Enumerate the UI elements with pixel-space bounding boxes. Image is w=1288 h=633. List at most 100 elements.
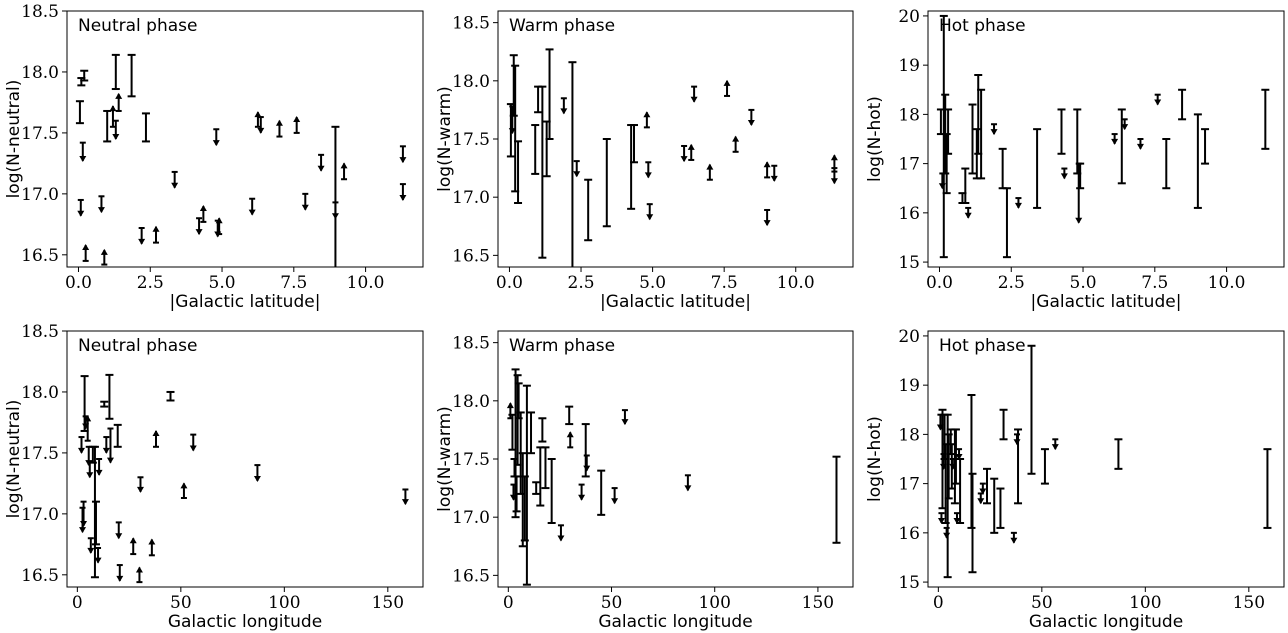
- x-tick-label: 150: [1233, 593, 1265, 613]
- errorbar-range: [982, 467, 991, 505]
- errorbar-range: [584, 178, 593, 242]
- errorbar-lower-limit: [566, 431, 574, 449]
- chart-panel-5: 0 50 100 150 16.5 17.0 17.5 18.0 18.5 Galactic lo…: [435, 330, 854, 632]
- down-arrow-head: [1014, 202, 1022, 209]
- down-arrow-head: [253, 475, 261, 482]
- errorbar-range: [1033, 128, 1042, 209]
- up-arrow-head: [84, 415, 92, 422]
- down-arrow-head: [80, 521, 88, 528]
- panel-title: Neutral phase: [78, 16, 197, 36]
- errorbar-upper-limit: [106, 427, 114, 464]
- down-arrow-head: [1121, 124, 1129, 131]
- up-arrow-head: [506, 402, 514, 409]
- data-marks: [506, 368, 841, 586]
- errorbar-upper-limit: [943, 526, 951, 539]
- down-arrow-head: [138, 238, 146, 245]
- y-tick-label: 17.5: [452, 130, 490, 150]
- errorbar-upper-limit: [212, 128, 220, 147]
- errorbar-lower-limit: [687, 143, 695, 161]
- x-tick-label: 5.0: [639, 273, 666, 293]
- chart-panel-1: 0.0 2.5 5.0 7.5 10.0 16.5 17.0 17.5 18.0 18.5 |Gal…: [4, 2, 424, 312]
- errorbar-upper-limit: [257, 116, 265, 134]
- y-tick-label: 17.5: [452, 450, 490, 470]
- y-tick-label: 16.5: [21, 246, 59, 266]
- errorbar-upper-limit: [79, 506, 87, 534]
- up-arrow-head: [115, 92, 123, 99]
- x-axis-label: |Galactic latitude|: [600, 292, 751, 312]
- errorbar-upper-limit: [763, 208, 771, 227]
- errorbar-range: [105, 373, 114, 420]
- up-arrow-head: [100, 248, 108, 255]
- errorbar-upper-limit: [87, 537, 95, 554]
- errorbar-range: [942, 133, 951, 195]
- chart-panel-2: 0.0 2.5 5.0 7.5 10.0 16.5 17.0 17.5 18.0 18.5 |Gal…: [435, 10, 854, 312]
- down-arrow-head: [189, 445, 197, 452]
- down-arrow-head: [646, 214, 654, 221]
- y-tick-label: 18.0: [21, 383, 59, 403]
- errorbar-range: [538, 417, 547, 443]
- down-arrow-head: [560, 108, 568, 115]
- x-tick-label: 0: [72, 593, 83, 613]
- down-arrow-head: [953, 518, 961, 524]
- down-arrow-head: [399, 194, 407, 201]
- down-arrow-head: [1075, 217, 1083, 224]
- errorbar-upper-limit: [830, 167, 838, 185]
- errorbar-lower-limit: [706, 163, 714, 181]
- down-arrow-head: [86, 472, 94, 479]
- errorbar-upper-limit: [557, 524, 565, 542]
- down-arrow-head: [401, 499, 409, 506]
- errorbar-upper-limit: [95, 458, 103, 476]
- up-arrow-head: [293, 116, 301, 123]
- errorbar-range: [1040, 448, 1049, 485]
- y-tick-label: 17.5: [21, 444, 59, 464]
- y-tick-label: 16.5: [452, 566, 490, 586]
- errorbar-range: [113, 423, 122, 448]
- y-tick-label: 17.0: [452, 508, 490, 528]
- errorbar-range: [511, 368, 520, 519]
- down-arrow-head: [943, 532, 951, 539]
- panel-title: Warm phase: [509, 16, 615, 36]
- down-arrow-head: [964, 212, 972, 219]
- y-tick-label: 19: [898, 56, 920, 76]
- errorbar-upper-limit: [138, 226, 146, 245]
- errorbar-range: [1201, 128, 1210, 165]
- x-tick-label: 0.0: [65, 273, 92, 293]
- y-tick-label: 16: [898, 524, 920, 544]
- y-tick-label: 19: [898, 376, 920, 396]
- panel-title: Neutral phase: [78, 336, 197, 356]
- up-arrow-head: [180, 482, 188, 489]
- errorbar-lower-limit: [293, 116, 301, 134]
- y-tick-label: 20: [898, 327, 920, 347]
- errorbar-lower-limit: [199, 205, 207, 223]
- x-tick-label: 2.5: [137, 273, 164, 293]
- y-tick-label: 18.5: [21, 322, 59, 342]
- down-arrow-head: [508, 128, 516, 135]
- y-tick-label: 17.0: [21, 185, 59, 205]
- down-arrow-head: [136, 486, 144, 493]
- errorbar-range: [939, 14, 948, 259]
- down-arrow-head: [621, 419, 629, 426]
- down-arrow-head: [331, 213, 339, 220]
- errorbar-range: [527, 411, 536, 455]
- x-axis-label: Galactic longitude: [168, 612, 322, 632]
- y-tick-label: 17: [898, 475, 920, 495]
- errorbar-range: [514, 140, 523, 204]
- errorbar-upper-limit: [77, 198, 85, 217]
- x-tick-label: 150: [372, 593, 404, 613]
- down-arrow-head: [937, 518, 945, 524]
- errorbar-upper-limit: [86, 460, 94, 479]
- y-axis-label: log(N-hot): [865, 96, 885, 182]
- errorbar-lower-limit: [763, 161, 771, 179]
- down-arrow-head: [979, 488, 987, 495]
- errorbar-upper-limit: [79, 141, 87, 162]
- y-tick-label: 18.0: [452, 392, 490, 412]
- down-arrow-head: [1051, 444, 1059, 451]
- x-tick-label: 100: [698, 593, 730, 613]
- errorbar-range: [597, 469, 606, 516]
- panel-title: Hot phase: [939, 16, 1026, 36]
- errorbar-range: [141, 112, 150, 143]
- errorbar-upper-limit: [990, 123, 998, 136]
- errorbar-range: [990, 477, 999, 534]
- down-arrow-head: [317, 165, 325, 172]
- x-tick-label: 150: [802, 593, 834, 613]
